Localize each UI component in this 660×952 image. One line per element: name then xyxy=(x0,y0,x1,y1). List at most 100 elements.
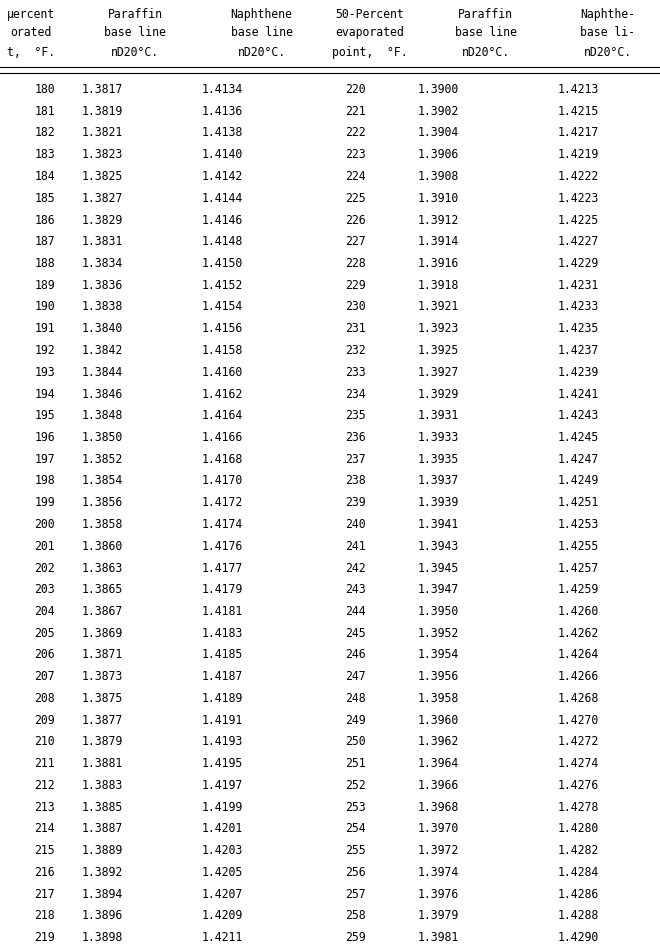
Text: 1.3954: 1.3954 xyxy=(418,647,459,661)
Text: 242: 242 xyxy=(345,561,366,574)
Text: 1.3827: 1.3827 xyxy=(82,191,123,205)
Text: 221: 221 xyxy=(345,105,366,118)
Text: 1.4223: 1.4223 xyxy=(558,191,599,205)
Text: 1.4168: 1.4168 xyxy=(202,452,244,466)
Text: 1.3902: 1.3902 xyxy=(418,105,459,118)
Text: 1.3823: 1.3823 xyxy=(82,149,123,161)
Text: base li-: base li- xyxy=(581,26,636,39)
Text: 1.3838: 1.3838 xyxy=(82,300,123,313)
Text: 1.4233: 1.4233 xyxy=(558,300,599,313)
Text: 255: 255 xyxy=(345,843,366,857)
Text: Paraffin: Paraffin xyxy=(108,8,162,21)
Text: 1.4156: 1.4156 xyxy=(202,322,244,335)
Text: 1.4219: 1.4219 xyxy=(558,149,599,161)
Text: 1.3972: 1.3972 xyxy=(418,843,459,857)
Text: 182: 182 xyxy=(34,127,55,139)
Text: 1.4134: 1.4134 xyxy=(202,83,244,96)
Text: 1.4290: 1.4290 xyxy=(558,930,599,943)
Text: 1.3976: 1.3976 xyxy=(418,887,459,900)
Text: 1.4164: 1.4164 xyxy=(202,408,244,422)
Text: 1.3834: 1.3834 xyxy=(82,257,123,269)
Text: 1.3821: 1.3821 xyxy=(82,127,123,139)
Text: 237: 237 xyxy=(345,452,366,466)
Text: 1.3850: 1.3850 xyxy=(82,430,123,444)
Text: 1.4209: 1.4209 xyxy=(202,908,244,922)
Text: 1.3871: 1.3871 xyxy=(82,647,123,661)
Text: 1.3968: 1.3968 xyxy=(418,800,459,813)
Text: 193: 193 xyxy=(34,366,55,378)
Text: 1.3956: 1.3956 xyxy=(418,669,459,683)
Text: 1.3842: 1.3842 xyxy=(82,344,123,357)
Text: 1.4166: 1.4166 xyxy=(202,430,244,444)
Text: 236: 236 xyxy=(345,430,366,444)
Text: 1.4142: 1.4142 xyxy=(202,169,244,183)
Text: 258: 258 xyxy=(345,908,366,922)
Text: 241: 241 xyxy=(345,539,366,552)
Text: 1.3883: 1.3883 xyxy=(82,778,123,791)
Text: 1.4174: 1.4174 xyxy=(202,518,244,530)
Text: 1.3962: 1.3962 xyxy=(418,735,459,747)
Text: 181: 181 xyxy=(34,105,55,118)
Text: 206: 206 xyxy=(34,647,55,661)
Text: 1.3974: 1.3974 xyxy=(418,865,459,878)
Text: 208: 208 xyxy=(34,691,55,704)
Text: 253: 253 xyxy=(345,800,366,813)
Text: 1.3896: 1.3896 xyxy=(82,908,123,922)
Text: 1.4266: 1.4266 xyxy=(558,669,599,683)
Text: 1.4138: 1.4138 xyxy=(202,127,244,139)
Text: 1.4207: 1.4207 xyxy=(202,887,244,900)
Text: 198: 198 xyxy=(34,474,55,487)
Text: 1.4146: 1.4146 xyxy=(202,213,244,227)
Text: 1.4274: 1.4274 xyxy=(558,757,599,769)
Text: 1.3873: 1.3873 xyxy=(82,669,123,683)
Text: 1.3885: 1.3885 xyxy=(82,800,123,813)
Text: 226: 226 xyxy=(345,213,366,227)
Text: 1.3908: 1.3908 xyxy=(418,169,459,183)
Text: 1.3848: 1.3848 xyxy=(82,408,123,422)
Text: 205: 205 xyxy=(34,626,55,639)
Text: 1.3925: 1.3925 xyxy=(418,344,459,357)
Text: 200: 200 xyxy=(34,518,55,530)
Text: 246: 246 xyxy=(345,647,366,661)
Text: 1.3854: 1.3854 xyxy=(82,474,123,487)
Text: 1.4229: 1.4229 xyxy=(558,257,599,269)
Text: 247: 247 xyxy=(345,669,366,683)
Text: 1.4176: 1.4176 xyxy=(202,539,244,552)
Text: nD20°C.: nD20°C. xyxy=(238,46,286,59)
Text: base line: base line xyxy=(230,26,292,39)
Text: 1.4237: 1.4237 xyxy=(558,344,599,357)
Text: 1.4158: 1.4158 xyxy=(202,344,244,357)
Text: nD20°C.: nD20°C. xyxy=(584,46,632,59)
Text: 222: 222 xyxy=(345,127,366,139)
Text: 183: 183 xyxy=(34,149,55,161)
Text: 1.4150: 1.4150 xyxy=(202,257,244,269)
Text: 1.3958: 1.3958 xyxy=(418,691,459,704)
Text: 184: 184 xyxy=(34,169,55,183)
Text: 1.3964: 1.3964 xyxy=(418,757,459,769)
Text: 1.4162: 1.4162 xyxy=(202,387,244,400)
Text: 1.3819: 1.3819 xyxy=(82,105,123,118)
Text: 250: 250 xyxy=(345,735,366,747)
Text: 1.3927: 1.3927 xyxy=(418,366,459,378)
Text: 1.4136: 1.4136 xyxy=(202,105,244,118)
Text: 210: 210 xyxy=(34,735,55,747)
Text: 1.3817: 1.3817 xyxy=(82,83,123,96)
Text: 1.4203: 1.4203 xyxy=(202,843,244,857)
Text: 231: 231 xyxy=(345,322,366,335)
Text: 1.3906: 1.3906 xyxy=(418,149,459,161)
Text: 238: 238 xyxy=(345,474,366,487)
Text: 1.3846: 1.3846 xyxy=(82,387,123,400)
Text: base line: base line xyxy=(455,26,516,39)
Text: 259: 259 xyxy=(345,930,366,943)
Text: 186: 186 xyxy=(34,213,55,227)
Text: Paraffin: Paraffin xyxy=(458,8,513,21)
Text: 1.4264: 1.4264 xyxy=(558,647,599,661)
Text: 240: 240 xyxy=(345,518,366,530)
Text: 1.4177: 1.4177 xyxy=(202,561,244,574)
Text: 217: 217 xyxy=(34,887,55,900)
Text: 1.3840: 1.3840 xyxy=(82,322,123,335)
Text: 1.3860: 1.3860 xyxy=(82,539,123,552)
Text: 219: 219 xyxy=(34,930,55,943)
Text: 1.3937: 1.3937 xyxy=(418,474,459,487)
Text: 1.4247: 1.4247 xyxy=(558,452,599,466)
